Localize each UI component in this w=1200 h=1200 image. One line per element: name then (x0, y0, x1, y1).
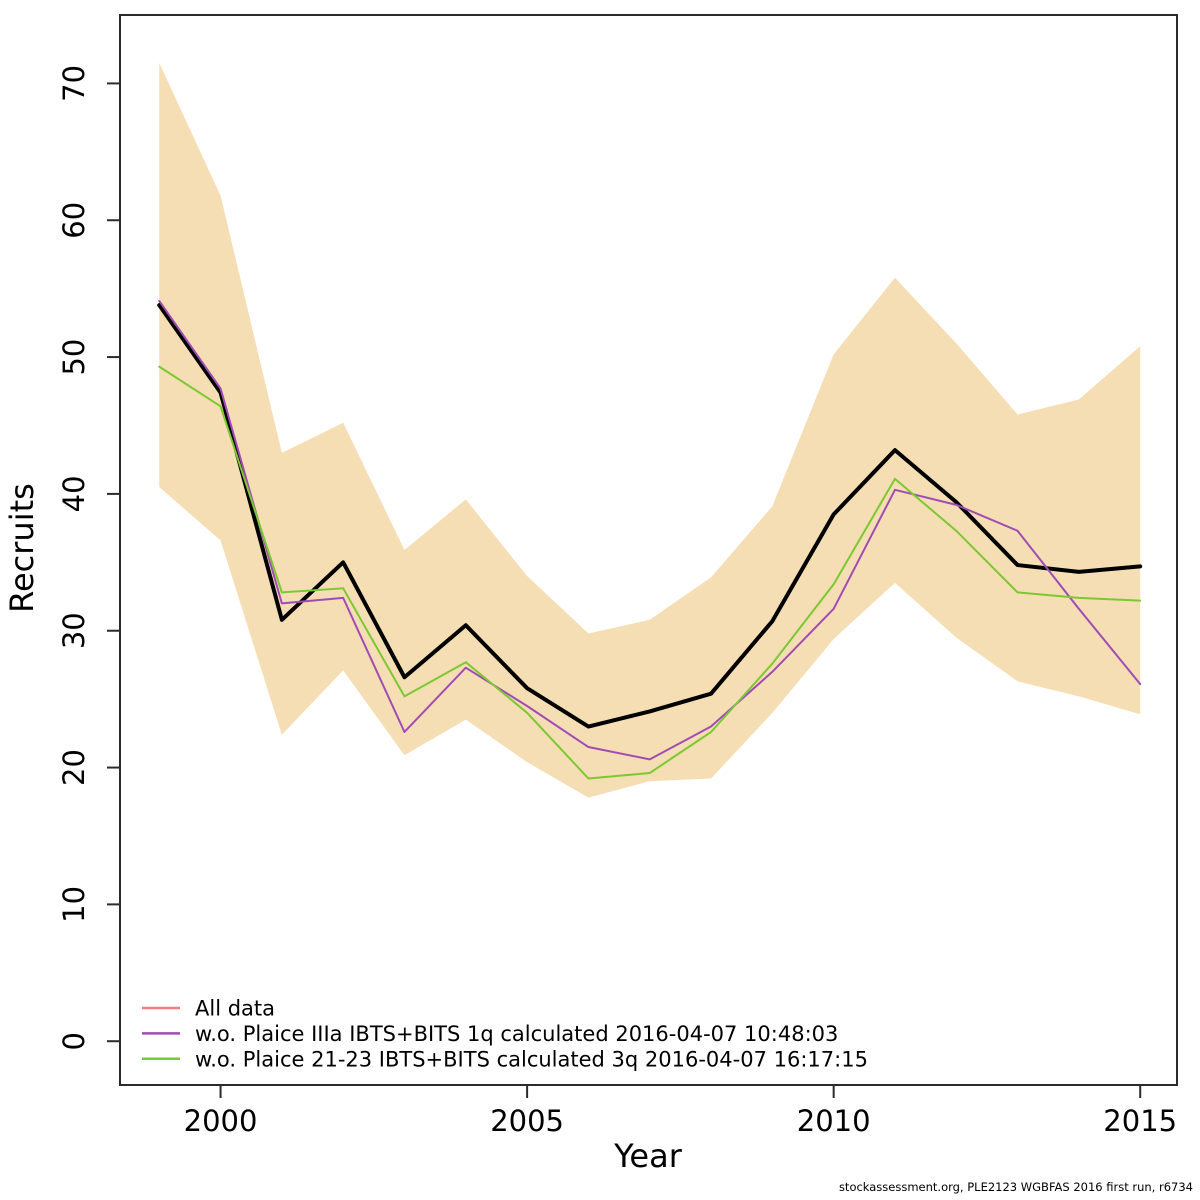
y-tick-label: 40 (57, 475, 91, 512)
y-tick-label: 70 (57, 65, 91, 102)
series-lines-layer (157, 299, 1143, 780)
legend-label-all-data: All data (195, 997, 275, 1021)
y-tick-label: 20 (57, 749, 91, 786)
x-tick-label: 2010 (797, 1104, 871, 1138)
line-wo-plaice-21-23-ibts-bits-3q (158, 365, 1142, 780)
x-tick-label: 2015 (1103, 1104, 1177, 1138)
axes-layer: 2000 2005 2010 2015 0 10 20 30 40 50 60 70 (57, 14, 1178, 1138)
y-axis-title: Recruits (3, 483, 41, 613)
y-tick-label: 60 (57, 202, 91, 239)
y-tick-label: 0 (57, 1032, 91, 1050)
legend-label-wo-plaice-iiia-ibts-bits-1q: w.o. Plaice IIIa IBTS+BITS 1q calculated… (195, 1022, 838, 1046)
plot-box (119, 14, 1178, 1086)
legend-label-wo-plaice-21-23-ibts-bits-3q: w.o. Plaice 21-23 IBTS+BITS calculated 3… (195, 1047, 868, 1071)
y-tick-label: 10 (57, 886, 91, 923)
x-axis-title: Year (613, 1137, 683, 1175)
line-base-run (157, 303, 1143, 729)
x-tick-label: 2000 (184, 1104, 258, 1138)
y-tick-label: 30 (57, 612, 91, 649)
line-wo-plaice-iiia-ibts-bits-1q (158, 299, 1142, 761)
y-tick-label: 50 (57, 339, 91, 376)
confidence-band-layer (159, 62, 1141, 798)
confidence-band (159, 62, 1141, 798)
footer-attribution: stockassessment.org, PLE2123 WGBFAS 2016… (839, 1180, 1193, 1194)
x-tick-label: 2005 (490, 1104, 564, 1138)
